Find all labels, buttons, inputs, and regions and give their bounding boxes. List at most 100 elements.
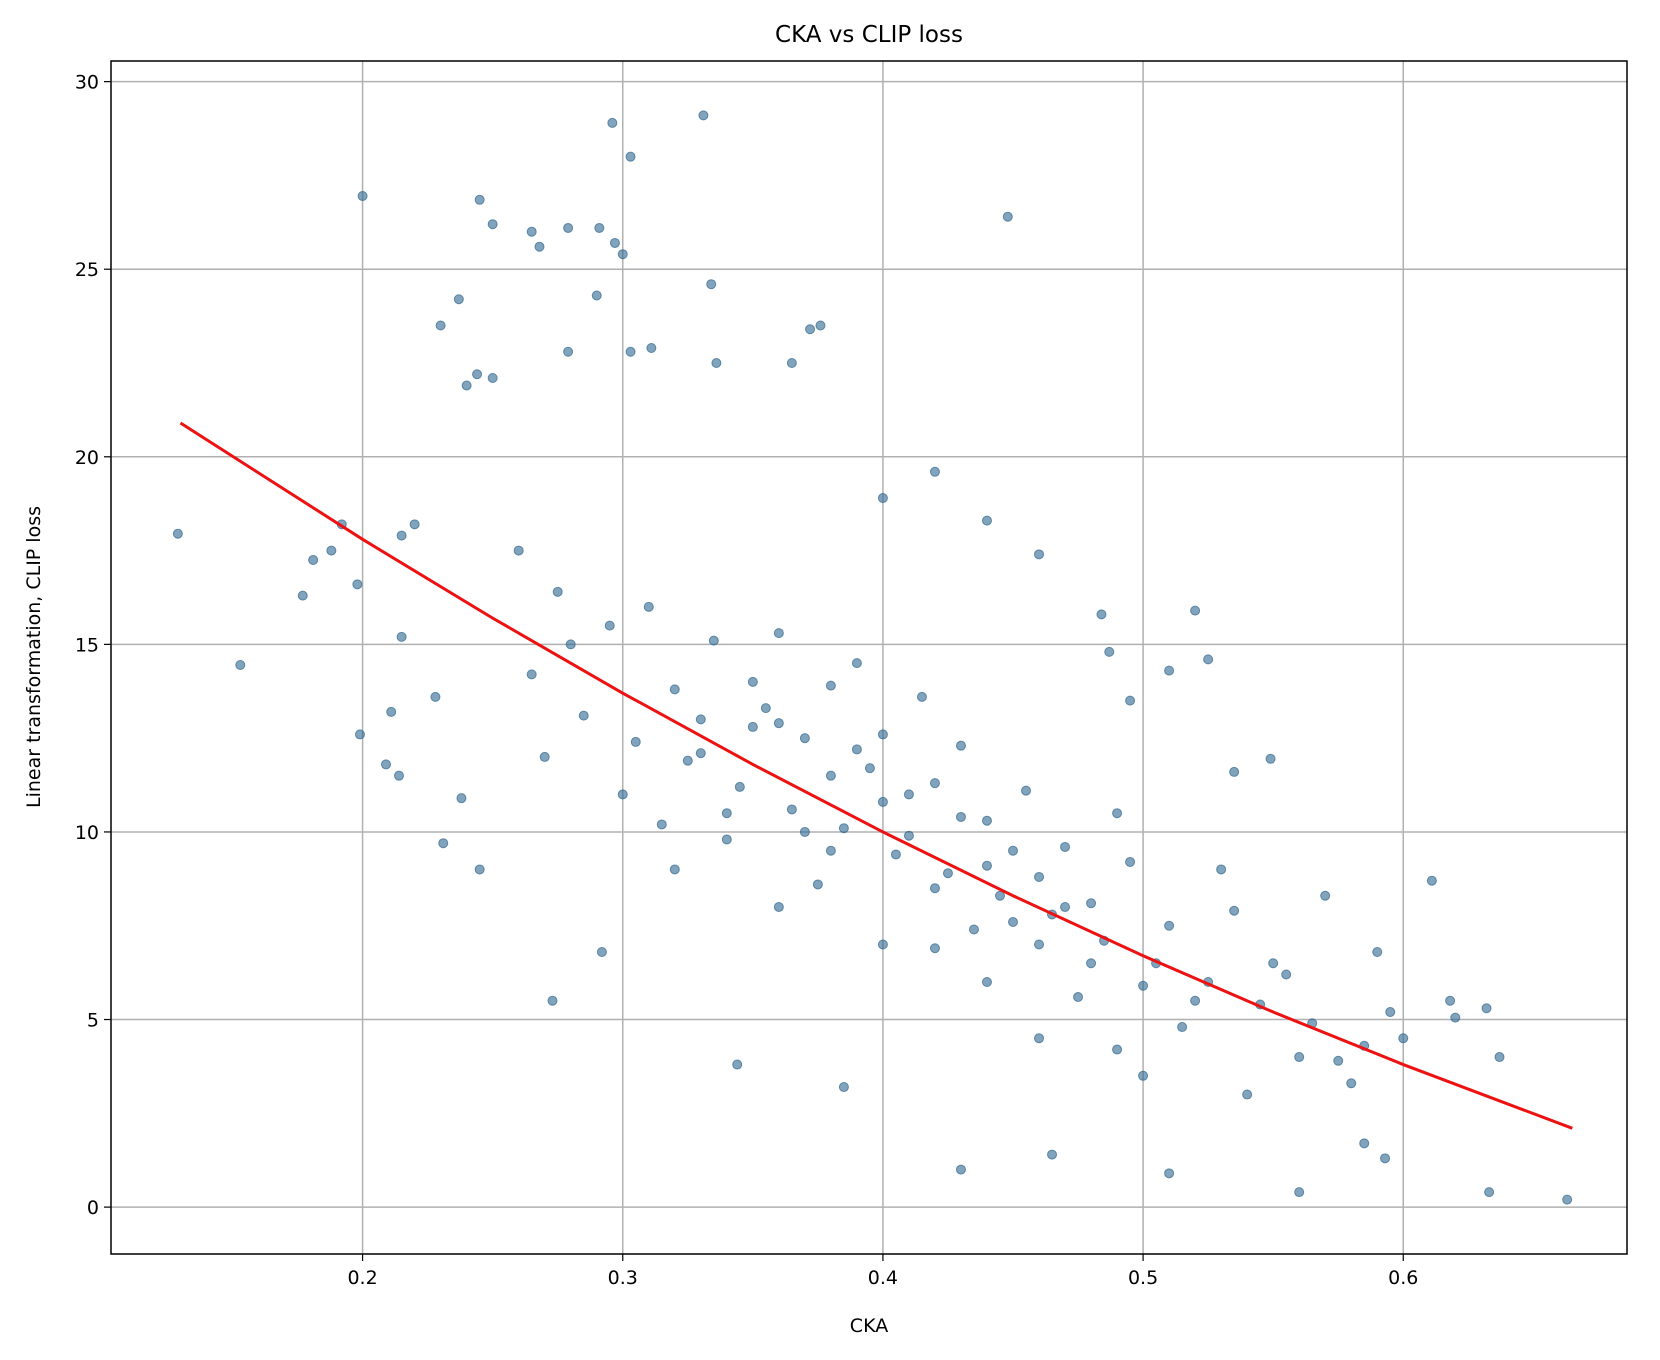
point bbox=[838, 823, 849, 834]
point bbox=[453, 294, 464, 305]
point bbox=[864, 763, 875, 774]
point bbox=[534, 241, 545, 252]
x-tick-label: 0.5 bbox=[1128, 1267, 1158, 1289]
point bbox=[487, 219, 498, 230]
x-tick-label: 0.3 bbox=[608, 1267, 638, 1289]
point bbox=[1164, 1168, 1175, 1179]
point bbox=[235, 660, 246, 671]
point bbox=[352, 579, 363, 590]
point bbox=[1164, 665, 1175, 676]
point bbox=[1002, 211, 1013, 222]
point bbox=[625, 151, 636, 162]
point bbox=[609, 237, 620, 248]
point bbox=[903, 789, 914, 800]
point bbox=[708, 635, 719, 646]
point bbox=[747, 676, 758, 687]
point bbox=[812, 879, 823, 890]
point bbox=[1125, 856, 1136, 867]
point bbox=[825, 680, 836, 691]
point bbox=[1073, 992, 1084, 1003]
point bbox=[1294, 1052, 1305, 1063]
point bbox=[526, 669, 537, 680]
point bbox=[643, 601, 654, 612]
point bbox=[903, 830, 914, 841]
point bbox=[1229, 905, 1240, 916]
point bbox=[646, 342, 657, 353]
point bbox=[1265, 753, 1276, 764]
x-axis-label: CKA bbox=[850, 1315, 888, 1337]
point bbox=[732, 1059, 743, 1070]
point bbox=[607, 117, 618, 128]
point bbox=[630, 736, 641, 747]
point bbox=[695, 748, 706, 759]
point bbox=[1484, 1187, 1495, 1198]
point bbox=[981, 977, 992, 988]
point bbox=[1034, 939, 1045, 950]
point bbox=[1021, 785, 1032, 796]
point bbox=[472, 369, 483, 380]
point bbox=[669, 684, 680, 695]
point bbox=[617, 789, 628, 800]
point bbox=[1268, 958, 1279, 969]
point bbox=[617, 249, 628, 260]
point bbox=[721, 834, 732, 845]
point bbox=[563, 346, 574, 357]
point bbox=[955, 811, 966, 822]
x-tick-label: 0.4 bbox=[868, 1267, 898, 1289]
point bbox=[430, 691, 441, 702]
point bbox=[1138, 1070, 1149, 1081]
y-tick-label: 10 bbox=[75, 822, 99, 844]
point bbox=[695, 714, 706, 725]
point bbox=[851, 744, 862, 755]
x-tick-label: 0.6 bbox=[1388, 1267, 1418, 1289]
point bbox=[825, 770, 836, 781]
point bbox=[1333, 1055, 1344, 1066]
y-tick-label: 5 bbox=[87, 1010, 99, 1032]
point bbox=[877, 939, 888, 950]
point bbox=[578, 710, 589, 721]
point bbox=[698, 110, 709, 121]
point bbox=[682, 755, 693, 766]
point bbox=[1359, 1138, 1370, 1149]
point bbox=[552, 586, 563, 597]
point bbox=[929, 466, 940, 477]
point bbox=[929, 883, 940, 894]
point bbox=[955, 1164, 966, 1175]
point bbox=[760, 703, 771, 714]
point bbox=[942, 868, 953, 879]
point bbox=[890, 849, 901, 860]
point bbox=[851, 658, 862, 669]
point bbox=[1372, 946, 1383, 957]
point bbox=[386, 706, 397, 717]
point bbox=[805, 324, 816, 335]
point bbox=[1060, 841, 1071, 852]
point bbox=[669, 864, 680, 875]
point bbox=[1398, 1033, 1409, 1044]
point bbox=[838, 1082, 849, 1093]
point bbox=[438, 838, 449, 849]
point bbox=[474, 864, 485, 875]
point bbox=[326, 545, 337, 556]
point bbox=[656, 819, 667, 830]
point bbox=[955, 740, 966, 751]
y-tick-label: 25 bbox=[75, 259, 99, 281]
point bbox=[1086, 958, 1097, 969]
point bbox=[877, 729, 888, 740]
point bbox=[308, 554, 319, 565]
point bbox=[1112, 808, 1123, 819]
point bbox=[1450, 1012, 1461, 1023]
plot-frame bbox=[110, 60, 1628, 1255]
point bbox=[461, 380, 472, 391]
point bbox=[1562, 1194, 1573, 1205]
point bbox=[565, 639, 576, 650]
point bbox=[1086, 898, 1097, 909]
point bbox=[994, 890, 1005, 901]
point bbox=[1104, 646, 1115, 657]
point bbox=[747, 721, 758, 732]
point bbox=[1229, 766, 1240, 777]
point bbox=[396, 530, 407, 541]
chart-title: CKA vs CLIP loss bbox=[775, 22, 963, 48]
point bbox=[1177, 1022, 1188, 1033]
